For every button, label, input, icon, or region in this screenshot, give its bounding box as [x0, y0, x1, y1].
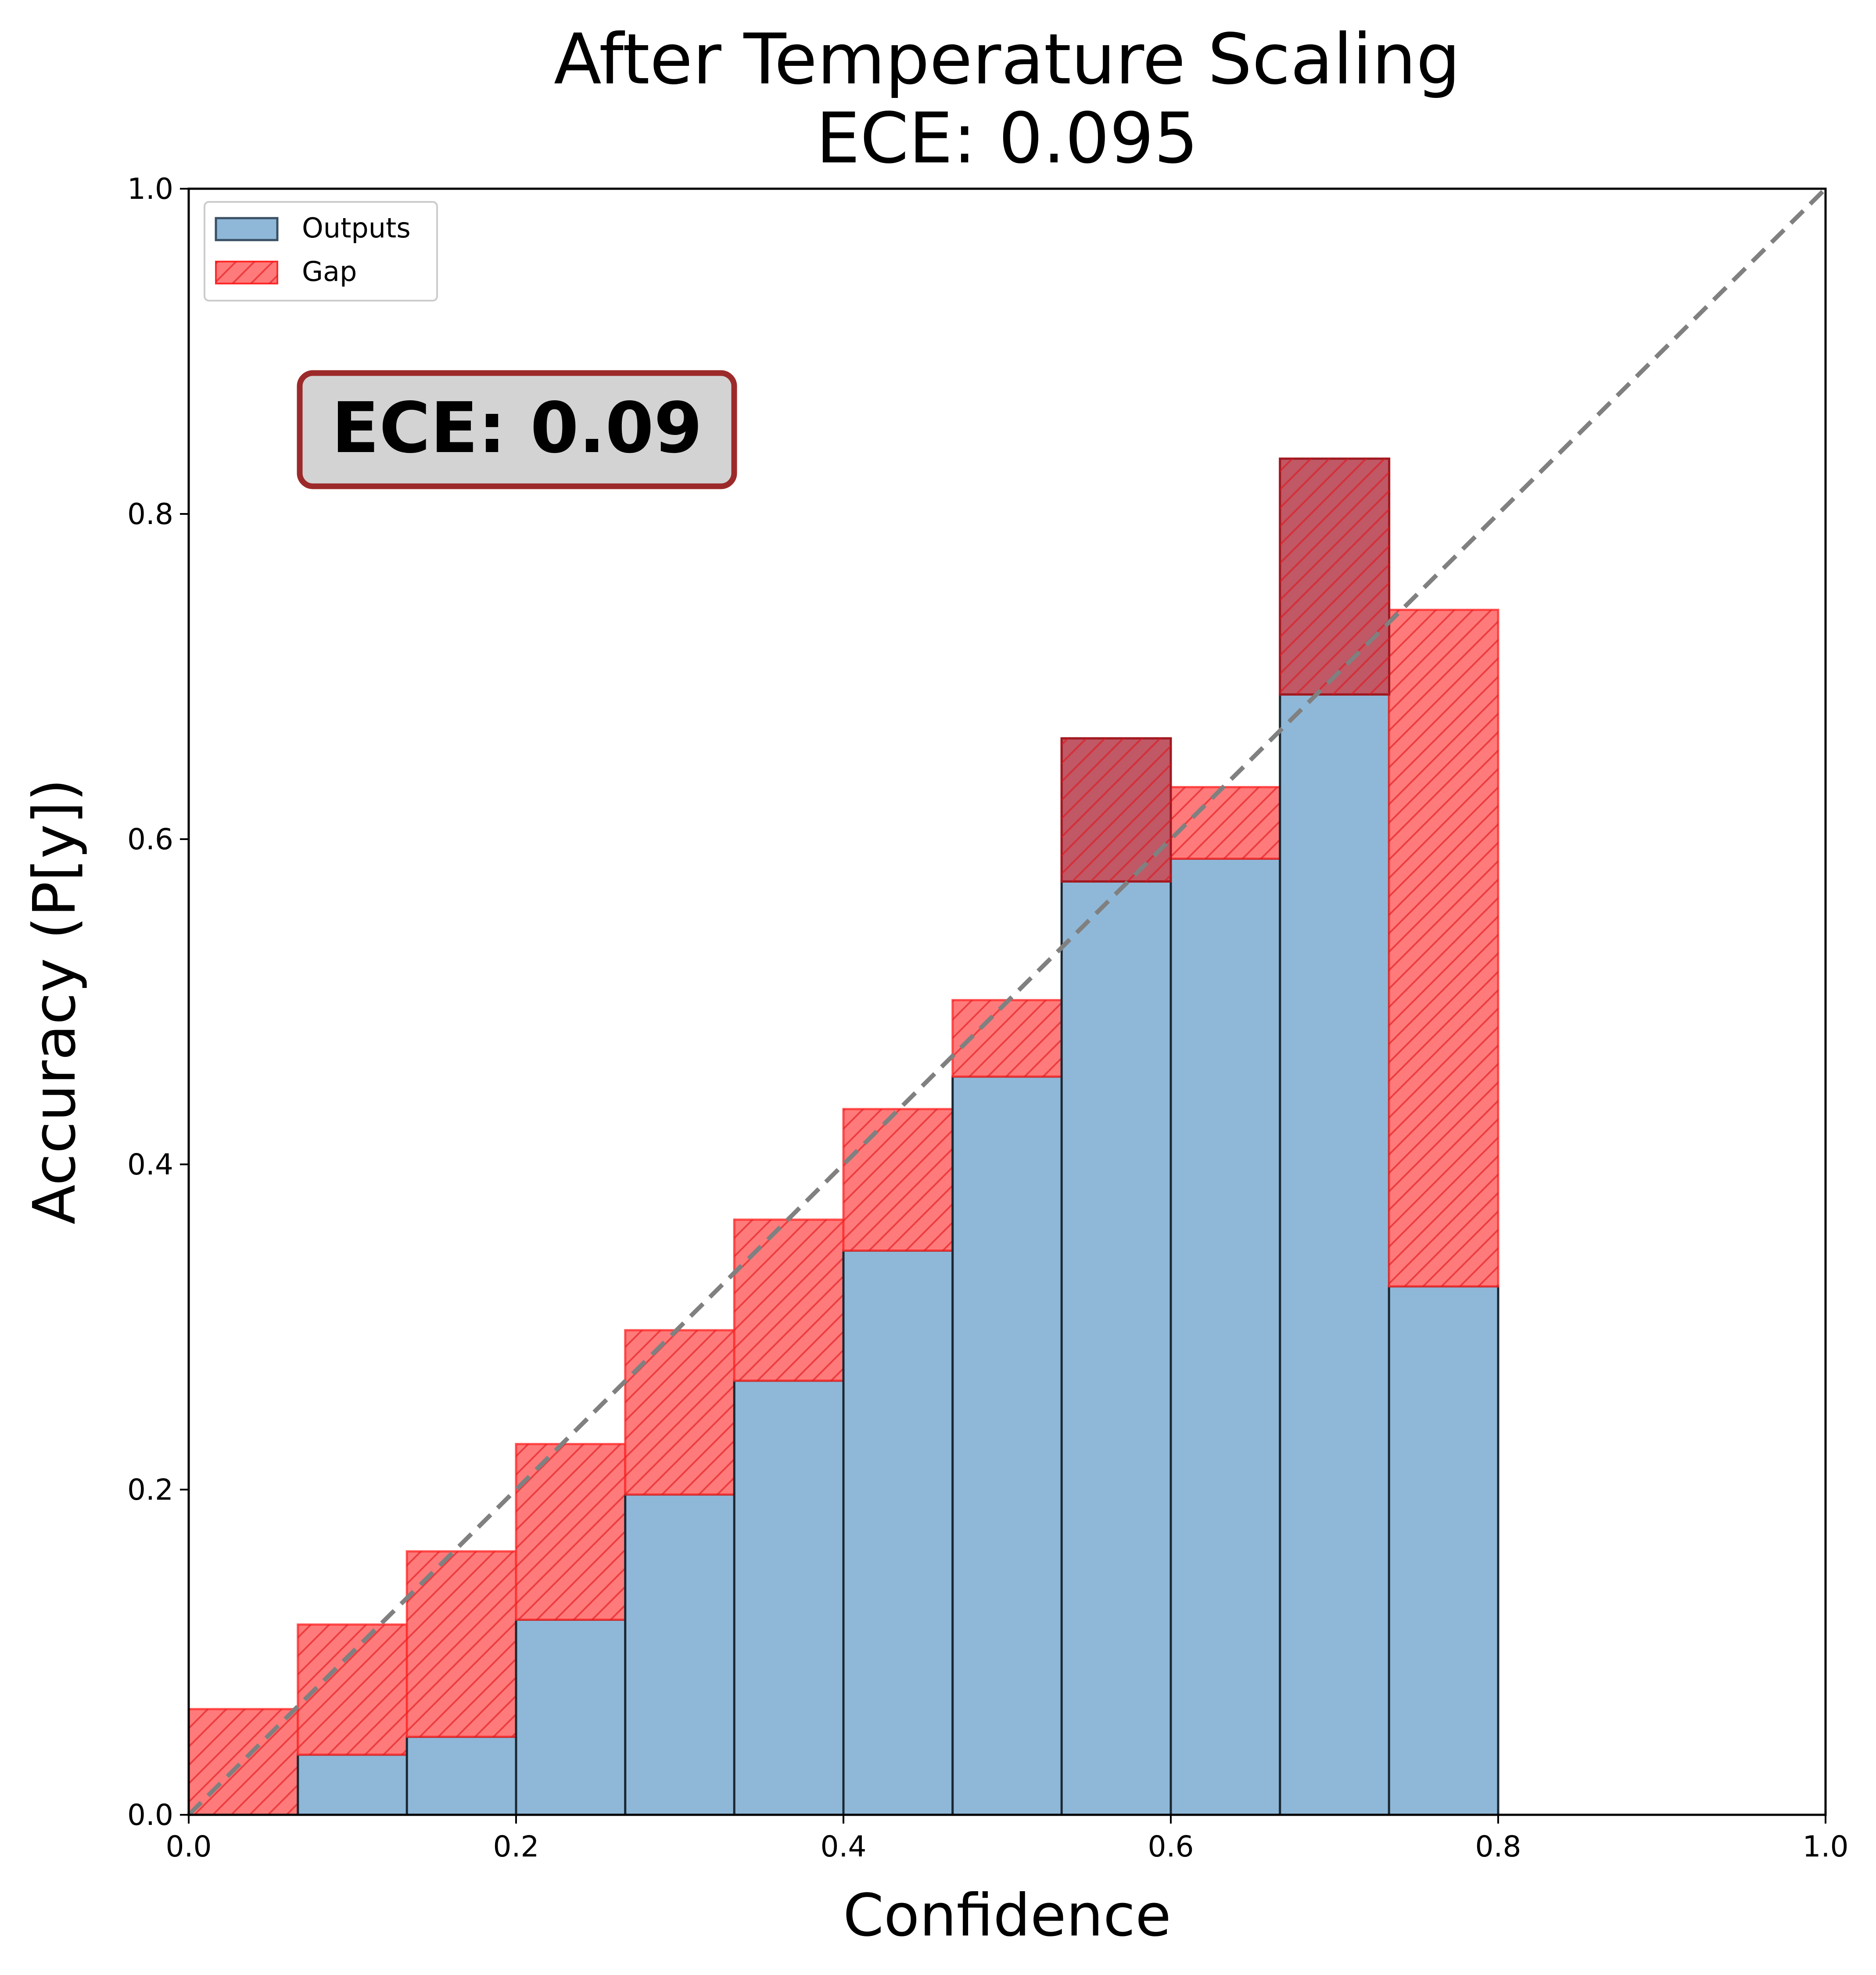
y-tick-label: 0.6	[127, 822, 173, 856]
outputs-bar	[951, 1075, 1063, 1816]
overlap-bar-hatch	[1062, 738, 1171, 882]
gap-bar-hatch	[1389, 610, 1498, 1286]
ece-annotation-box	[297, 370, 737, 489]
x-tick-label: 0.2	[493, 1830, 539, 1864]
ece-annotation-text: ECE: 0.09	[331, 388, 702, 469]
x-tick-label: 0.8	[1475, 1830, 1521, 1864]
gap-bar-hatch	[189, 1709, 298, 1815]
y-tick-label: 0.2	[127, 1473, 173, 1507]
ece-annotation: ECE: 0.09	[297, 370, 737, 489]
chart-title: After Temperature Scaling	[554, 19, 1460, 100]
outputs-bar	[1279, 693, 1391, 1816]
bars-layer	[187, 457, 1826, 1816]
y-tick-label: 0.0	[127, 1798, 173, 1832]
outputs-bar	[405, 1735, 517, 1816]
gap-bar-hatch	[1171, 787, 1280, 859]
outputs-bar	[1169, 857, 1281, 1816]
x-axis-label: Confidence	[843, 1882, 1171, 1950]
gap-bar-hatch	[843, 1109, 953, 1251]
outputs-bar	[1060, 880, 1172, 1816]
legend-gap-label: Gap	[302, 255, 357, 287]
gap-bar-hatch	[734, 1219, 843, 1381]
legend-gap-swatch-hatch	[216, 262, 277, 284]
x-tick-label: 0.0	[166, 1830, 212, 1864]
legend-outputs-label: Outputs	[302, 212, 411, 244]
outputs-bar	[624, 1493, 736, 1816]
plot-frame	[187, 187, 1827, 1816]
gap-bar-hatch	[625, 1330, 735, 1495]
x-tick-label: 0.6	[1148, 1830, 1194, 1864]
outputs-bar	[297, 1753, 409, 1816]
legend-outputs-swatch	[215, 217, 279, 241]
perfect-calibration-line	[187, 187, 1827, 1817]
y-tick-label: 0.8	[127, 497, 173, 531]
y-axis-label: Accuracy (P[y])	[21, 779, 89, 1224]
outputs-bar	[842, 1249, 954, 1816]
chart-subtitle: ECE: 0.095	[816, 98, 1198, 179]
outputs-bar	[1388, 1285, 1499, 1816]
legend: Outputs Gap	[204, 201, 438, 302]
outputs-bar	[733, 1379, 845, 1816]
y-tick-label: 1.0	[127, 172, 173, 206]
outputs-bar	[515, 1618, 627, 1816]
overlap-layer	[1060, 457, 1391, 883]
overlap-bar-hatch	[1280, 459, 1389, 695]
y-tick-label: 0.4	[127, 1148, 173, 1181]
x-tick-label: 0.4	[821, 1830, 867, 1864]
gap-bar-hatch	[516, 1444, 625, 1620]
ticks-layer: 0.0 0.2 0.4 0.6 0.8 1.0 0.0 0.2 0.4 0.6 0.8 1.0	[127, 172, 1848, 1864]
x-tick-label: 1.0	[1803, 1830, 1849, 1864]
